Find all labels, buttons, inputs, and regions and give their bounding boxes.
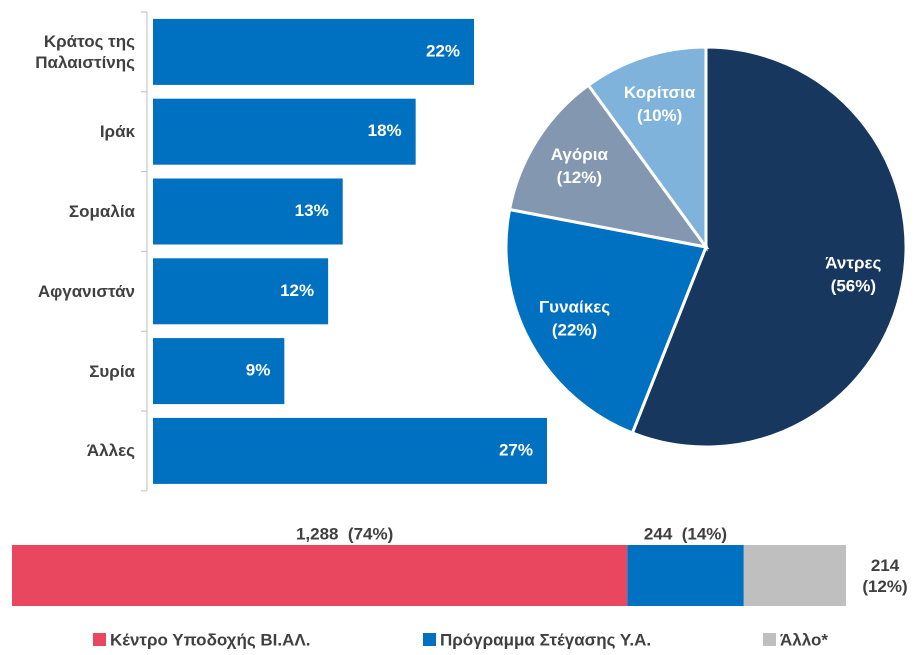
stack-segment xyxy=(743,545,846,606)
bar-value-label: 27% xyxy=(499,440,533,459)
bar xyxy=(153,178,343,245)
category-label: Σομαλία xyxy=(68,202,135,221)
category-label: Κράτος της Παλαιστίνης xyxy=(35,31,135,72)
slice-label: Γυναίκες xyxy=(539,298,610,317)
segment-value-label: 244 (14%) xyxy=(644,524,727,543)
bar xyxy=(153,18,475,85)
slice-value-label: (56%) xyxy=(831,277,876,296)
bar xyxy=(153,417,547,484)
stack-segment xyxy=(627,545,744,606)
slice-label: Άντρες xyxy=(825,254,881,273)
legend-label: Κέντρο Υποδοχής ΒΙ.ΑΛ. xyxy=(110,630,310,649)
bar-value-label: 22% xyxy=(426,41,460,60)
slice-label: Κορίτσια xyxy=(624,83,696,102)
segment-value-label: 214 (12%) xyxy=(862,555,908,596)
segment-value-label: 1,288 (74%) xyxy=(296,524,393,543)
legend-label: Πρόγραμμα Στέγασης Υ.Α. xyxy=(440,630,651,649)
bar-value-label: 13% xyxy=(295,201,329,220)
slice-value-label: (10%) xyxy=(637,106,682,125)
pie-slice xyxy=(504,207,709,435)
pie-slice xyxy=(507,83,710,250)
pie-slice xyxy=(586,45,708,252)
bar xyxy=(153,338,285,405)
slice-value-label: (12%) xyxy=(557,168,602,187)
stack-segment xyxy=(12,545,628,606)
bar xyxy=(153,98,416,165)
legend-label: Άλλο* xyxy=(780,630,828,649)
legend-swatch xyxy=(423,633,436,646)
bar-value-label: 18% xyxy=(368,121,402,140)
legend-swatch xyxy=(763,633,776,646)
legend-swatch xyxy=(93,633,106,646)
slice-value-label: (22%) xyxy=(552,321,597,340)
category-label: Άλλες xyxy=(86,441,135,461)
pie-slice xyxy=(630,45,908,449)
category-label: Ιράκ xyxy=(99,122,135,142)
category-label: Αφγανιστάν xyxy=(37,281,135,301)
bar-value-label: 12% xyxy=(280,281,314,300)
bar-value-label: 9% xyxy=(246,361,271,380)
category-label: Συρία xyxy=(89,361,135,381)
slice-label: Αγόρια xyxy=(551,145,609,164)
bar xyxy=(153,258,329,325)
